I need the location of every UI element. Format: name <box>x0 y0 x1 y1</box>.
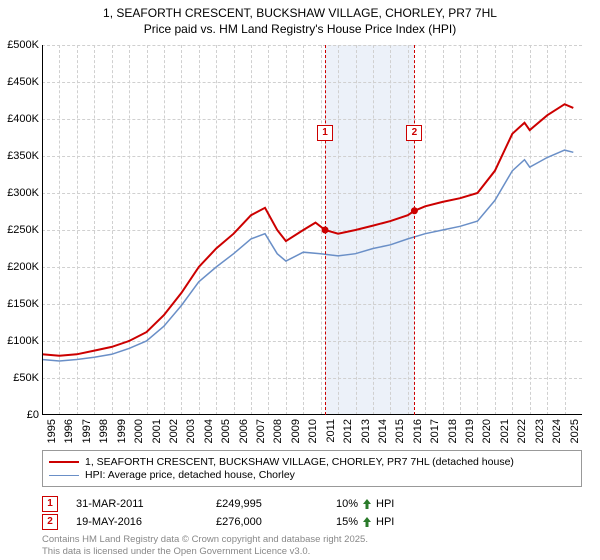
transaction-price: £276,000 <box>216 516 336 528</box>
sale-marker-box: 2 <box>406 125 422 141</box>
x-axis-label: 2007 <box>255 419 267 443</box>
legend-label: 1, SEAFORTH CRESCENT, BUCKSHAW VILLAGE, … <box>85 456 514 468</box>
y-axis-label: £50K <box>0 372 39 384</box>
x-axis-line <box>42 414 582 415</box>
x-axis-label: 1998 <box>98 419 110 443</box>
footer-line2: This data is licensed under the Open Gov… <box>42 546 368 558</box>
legend-swatch <box>49 475 79 476</box>
x-axis-label: 2016 <box>412 419 424 443</box>
x-axis-label: 2018 <box>447 419 459 443</box>
x-axis-label: 2001 <box>151 419 163 443</box>
y-axis-label: £450K <box>0 76 39 88</box>
transaction-diff-pct: 10% <box>336 498 358 510</box>
transaction-date: 19-MAY-2016 <box>76 516 216 528</box>
arrow-up-icon <box>362 516 372 528</box>
x-axis-label: 2009 <box>290 419 302 443</box>
y-axis-label: £400K <box>0 113 39 125</box>
legend-box: 1, SEAFORTH CRESCENT, BUCKSHAW VILLAGE, … <box>42 450 582 487</box>
footer-line1: Contains HM Land Registry data © Crown c… <box>42 534 368 546</box>
transaction-date: 31-MAR-2011 <box>76 498 216 510</box>
x-axis-label: 2011 <box>325 419 337 443</box>
x-axis-label: 2015 <box>394 419 406 443</box>
x-axis-label: 2003 <box>185 419 197 443</box>
x-axis-label: 2008 <box>272 419 284 443</box>
x-axis-label: 1996 <box>63 419 75 443</box>
x-axis-label: 2004 <box>203 419 215 443</box>
plot-area: £0£50K£100K£150K£200K£250K£300K£350K£400… <box>42 45 582 415</box>
x-axis-label: 1999 <box>116 419 128 443</box>
transaction-row: 2 19-MAY-2016£276,00015% HPI <box>42 514 582 530</box>
y-axis-label: £500K <box>0 39 39 51</box>
x-axis-label: 2020 <box>481 419 493 443</box>
series-line-price_paid <box>42 104 573 356</box>
y-axis-label: £250K <box>0 224 39 236</box>
x-axis-label: 2002 <box>168 419 180 443</box>
chart-container: 1, SEAFORTH CRESCENT, BUCKSHAW VILLAGE, … <box>0 0 600 560</box>
legend-swatch <box>49 461 79 463</box>
transaction-number-box: 2 <box>42 514 58 530</box>
y-axis-label: £0 <box>0 409 39 421</box>
line-svg <box>42 45 582 415</box>
y-axis-line <box>42 45 43 415</box>
legend-row: 1, SEAFORTH CRESCENT, BUCKSHAW VILLAGE, … <box>49 456 575 468</box>
transaction-table: 1 31-MAR-2011£249,99510% HPI 2 19-MAY-2016£2… <box>42 494 582 532</box>
x-axis-label: 2013 <box>360 419 372 443</box>
x-axis-label: 2012 <box>342 419 354 443</box>
y-axis-label: £300K <box>0 187 39 199</box>
x-axis-label: 2024 <box>551 419 563 443</box>
y-axis-label: £200K <box>0 261 39 273</box>
title-subtitle: Price paid vs. HM Land Registry's House … <box>0 22 600 38</box>
series-line-hpi <box>42 150 573 361</box>
transaction-diff: 15% HPI <box>336 516 456 528</box>
transaction-diff: 10% HPI <box>336 498 456 510</box>
footer-attribution: Contains HM Land Registry data © Crown c… <box>42 534 368 558</box>
x-axis-label: 2014 <box>377 419 389 443</box>
x-axis-label: 2005 <box>220 419 232 443</box>
y-axis-label: £150K <box>0 298 39 310</box>
x-axis-label: 2010 <box>307 419 319 443</box>
transaction-number-box: 1 <box>42 496 58 512</box>
x-axis-label: 2017 <box>429 419 441 443</box>
x-axis-label: 2006 <box>238 419 250 443</box>
x-axis-label: 2021 <box>499 419 511 443</box>
x-axis-label: 1995 <box>46 419 58 443</box>
transaction-diff-suffix: HPI <box>376 498 394 510</box>
x-axis-label: 1997 <box>81 419 93 443</box>
y-axis-label: £350K <box>0 150 39 162</box>
transaction-row: 1 31-MAR-2011£249,99510% HPI <box>42 496 582 512</box>
transaction-diff-suffix: HPI <box>376 516 394 528</box>
x-axis-label: 2022 <box>516 419 528 443</box>
sale-marker-line <box>325 45 326 415</box>
chart-area: £0£50K£100K£150K£200K£250K£300K£350K£400… <box>42 45 582 415</box>
x-axis-label: 2019 <box>464 419 476 443</box>
transaction-price: £249,995 <box>216 498 336 510</box>
x-axis-label: 2023 <box>534 419 546 443</box>
transaction-diff-pct: 15% <box>336 516 358 528</box>
sale-marker-box: 1 <box>317 125 333 141</box>
title-address: 1, SEAFORTH CRESCENT, BUCKSHAW VILLAGE, … <box>0 6 600 22</box>
title-block: 1, SEAFORTH CRESCENT, BUCKSHAW VILLAGE, … <box>0 0 600 37</box>
y-axis-label: £100K <box>0 335 39 347</box>
x-axis-label: 2025 <box>569 419 581 443</box>
sale-marker-line <box>414 45 415 415</box>
legend-row: HPI: Average price, detached house, Chor… <box>49 469 575 481</box>
arrow-up-icon <box>362 498 372 510</box>
legend-label: HPI: Average price, detached house, Chor… <box>85 469 295 481</box>
x-axis-label: 2000 <box>133 419 145 443</box>
